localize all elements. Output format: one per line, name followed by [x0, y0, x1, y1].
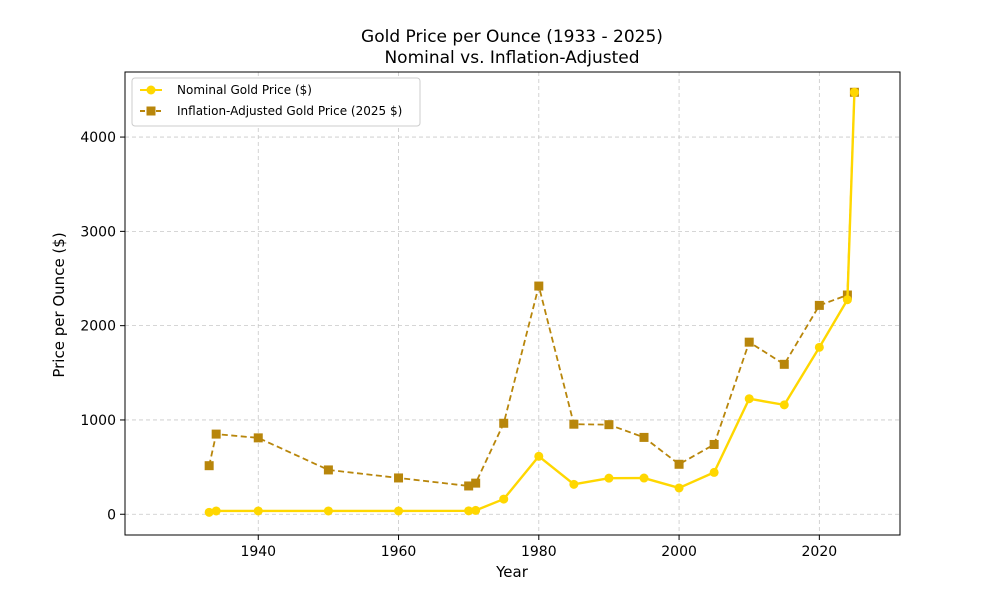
y-tick-label: 3000	[80, 224, 116, 240]
legend-label-nominal: Nominal Gold Price ($)	[177, 83, 312, 97]
point-adjusted-2005	[709, 439, 719, 449]
point-nominal-2010	[744, 394, 754, 404]
y-tick-label: 0	[107, 507, 116, 523]
point-nominal-1975	[499, 494, 509, 504]
point-adjusted-2020	[814, 300, 824, 310]
point-adjusted-1933	[204, 461, 214, 471]
point-adjusted-1970	[464, 481, 474, 491]
point-nominal-1980	[534, 451, 544, 461]
legend: Nominal Gold Price ($) Inflation-Adjuste…	[131, 77, 421, 127]
point-nominal-1934	[211, 506, 221, 516]
legend-label-adjusted: Inflation-Adjusted Gold Price (2025 $)	[177, 104, 402, 118]
point-nominal-1985	[569, 479, 579, 489]
point-adjusted-1995	[639, 432, 649, 442]
y-tick-label: 4000	[80, 130, 116, 146]
point-nominal-2024	[842, 295, 852, 305]
point-adjusted-1990	[604, 420, 614, 430]
y-axis-title: Price per Ounce ($)	[50, 232, 68, 377]
point-adjusted-1985	[569, 419, 579, 429]
point-nominal-2015	[779, 400, 789, 410]
x-tick-label: 2020	[802, 544, 838, 560]
point-nominal-1995	[639, 473, 649, 483]
x-tick-label: 2000	[661, 544, 697, 560]
point-nominal-2020	[814, 342, 824, 352]
point-nominal-2000	[674, 483, 684, 493]
point-nominal-1933	[204, 507, 214, 517]
point-adjusted-1975	[499, 418, 509, 428]
grid-lines	[125, 72, 900, 535]
point-adjusted-2000	[674, 459, 684, 469]
legend-box	[131, 77, 421, 127]
x-axis-title: Year	[495, 563, 529, 581]
chart-subtitle: Nominal vs. Inflation-Adjusted	[384, 48, 639, 68]
point-nominal-1990	[604, 473, 614, 483]
plot-frame	[124, 71, 901, 536]
point-nominal-2005	[709, 467, 719, 477]
x-tick-label: 1980	[521, 544, 557, 560]
point-adjusted-1960	[394, 473, 404, 483]
point-nominal-1971	[471, 505, 481, 515]
point-adjusted-1950	[323, 465, 333, 475]
point-adjusted-2015	[779, 359, 789, 369]
y-tick-label: 1000	[80, 413, 116, 429]
point-adjusted-1971	[471, 478, 481, 488]
point-adjusted-2010	[744, 337, 754, 347]
point-nominal-1950	[323, 506, 333, 516]
point-nominal-1970	[464, 506, 474, 516]
legend-marker-adjusted	[146, 106, 156, 116]
axis-ticks: 1940 1960 1980 2000 2020 0 1000 2000 3000 4000	[80, 130, 837, 560]
y-tick-label: 2000	[80, 319, 116, 335]
point-nominal-1960	[394, 506, 404, 516]
point-adjusted-1940	[253, 433, 263, 443]
point-nominal-1940	[253, 506, 263, 516]
point-nominal-2025	[849, 87, 859, 97]
chart-title: Gold Price per Ounce (1933 - 2025)	[361, 27, 663, 47]
point-adjusted-1980	[534, 281, 544, 291]
point-adjusted-1934	[211, 429, 221, 439]
legend-marker-nominal	[146, 85, 156, 95]
x-tick-label: 1940	[240, 544, 276, 560]
x-tick-label: 1960	[381, 544, 417, 560]
series-layer	[204, 87, 859, 517]
